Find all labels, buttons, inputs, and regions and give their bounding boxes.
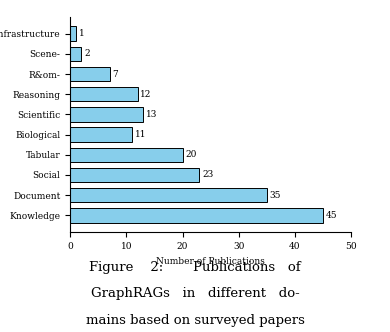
Bar: [70, 46, 82, 61]
Text: 12: 12: [140, 90, 152, 99]
Bar: [70, 208, 323, 222]
Text: 23: 23: [202, 170, 213, 180]
Text: Figure    2:       Publications   of: Figure 2: Publications of: [89, 261, 301, 274]
Text: 20: 20: [185, 150, 197, 159]
Bar: [70, 87, 138, 102]
Bar: [70, 67, 110, 81]
Bar: [70, 188, 267, 203]
Text: 11: 11: [135, 130, 146, 139]
Text: mains based on surveyed papers: mains based on surveyed papers: [85, 314, 305, 327]
Text: 45: 45: [326, 211, 337, 220]
Text: 7: 7: [112, 69, 118, 79]
Bar: [70, 107, 143, 122]
Bar: [70, 168, 199, 182]
Text: 2: 2: [84, 49, 90, 58]
Text: 1: 1: [79, 29, 84, 38]
Text: 35: 35: [269, 191, 281, 200]
Bar: [70, 147, 183, 162]
Bar: [70, 27, 76, 41]
Text: GraphRAGs   in   different   do-: GraphRAGs in different do-: [90, 287, 300, 300]
Bar: [70, 127, 132, 142]
X-axis label: Number of Publications: Number of Publications: [156, 257, 265, 266]
Text: 13: 13: [146, 110, 158, 119]
